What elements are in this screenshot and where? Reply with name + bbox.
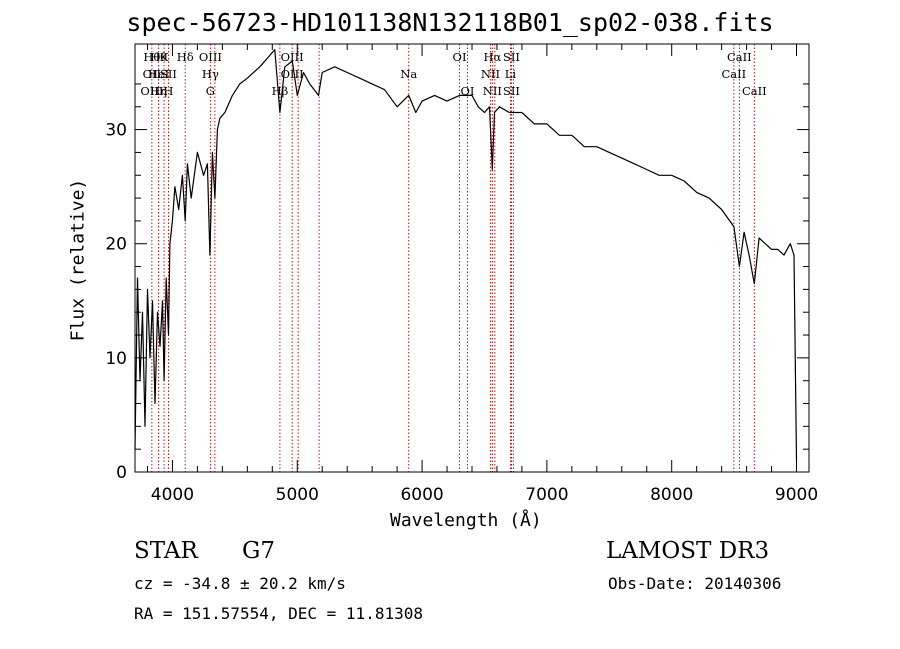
redshift-velocity: cz = -34.8 ± 20.2 km/s [134,574,346,593]
line-label: CaII [742,84,767,98]
line-label: OIII [281,50,304,64]
spectrum-line [134,49,798,461]
line-label: Hη [150,84,167,98]
line-label: OIII [281,67,304,81]
x-tick-label: 8000 [650,485,693,505]
line-label: Hβ [272,84,289,98]
observation-date: Obs-Date: 20140306 [608,574,782,593]
y-tick-label: 0 [116,463,127,483]
line-label: Li [505,67,517,81]
line-label: G [206,84,215,98]
line-label: H [163,84,173,98]
line-label: Hθ [150,50,167,64]
line-label: Hδ [177,50,194,64]
line-label: NII [483,84,502,98]
line-label: CaII [727,50,752,64]
line-label: K [160,50,169,64]
y-tick-label: 10 [105,349,127,369]
object-type: STAR [134,538,198,564]
chart-title: spec-56723-HD101138N132118B01_sp02-038.f… [126,8,774,37]
line-label: SII [503,50,520,64]
x-tick-label: 6000 [400,485,443,505]
line-label: HeI [148,67,169,81]
x-axis-label: Wavelength (Å) [390,510,542,531]
plot-frame [134,43,810,473]
line-label: Hθ [143,50,160,64]
x-tick-label: 7000 [525,485,568,505]
survey-name: LAMOST DR3 [606,538,770,564]
line-label: Hα [483,50,501,64]
y-axis-label: Flux (relative) [67,178,89,342]
line-label: OI [461,84,475,98]
y-tick-label: 30 [105,121,127,141]
line-label: Na [400,67,417,81]
x-tick-label: 4000 [151,485,194,505]
line-label: CaII [721,67,746,81]
line-label: OII [143,67,162,81]
line-label: NII [481,67,500,81]
spectral-subclass: G7 [242,538,276,564]
line-label: SII [160,67,177,81]
x-tick-label: 5000 [276,485,319,505]
x-tick-label: 9000 [775,485,818,505]
coordinates: RA = 151.57554, DEC = 11.81308 [134,604,423,623]
line-label: OIII [140,84,163,98]
line-label: Hγ [202,67,219,81]
line-label: OI [453,50,467,64]
line-label: SII [503,84,520,98]
y-tick-label: 20 [105,235,127,255]
line-label: OIII [199,50,222,64]
